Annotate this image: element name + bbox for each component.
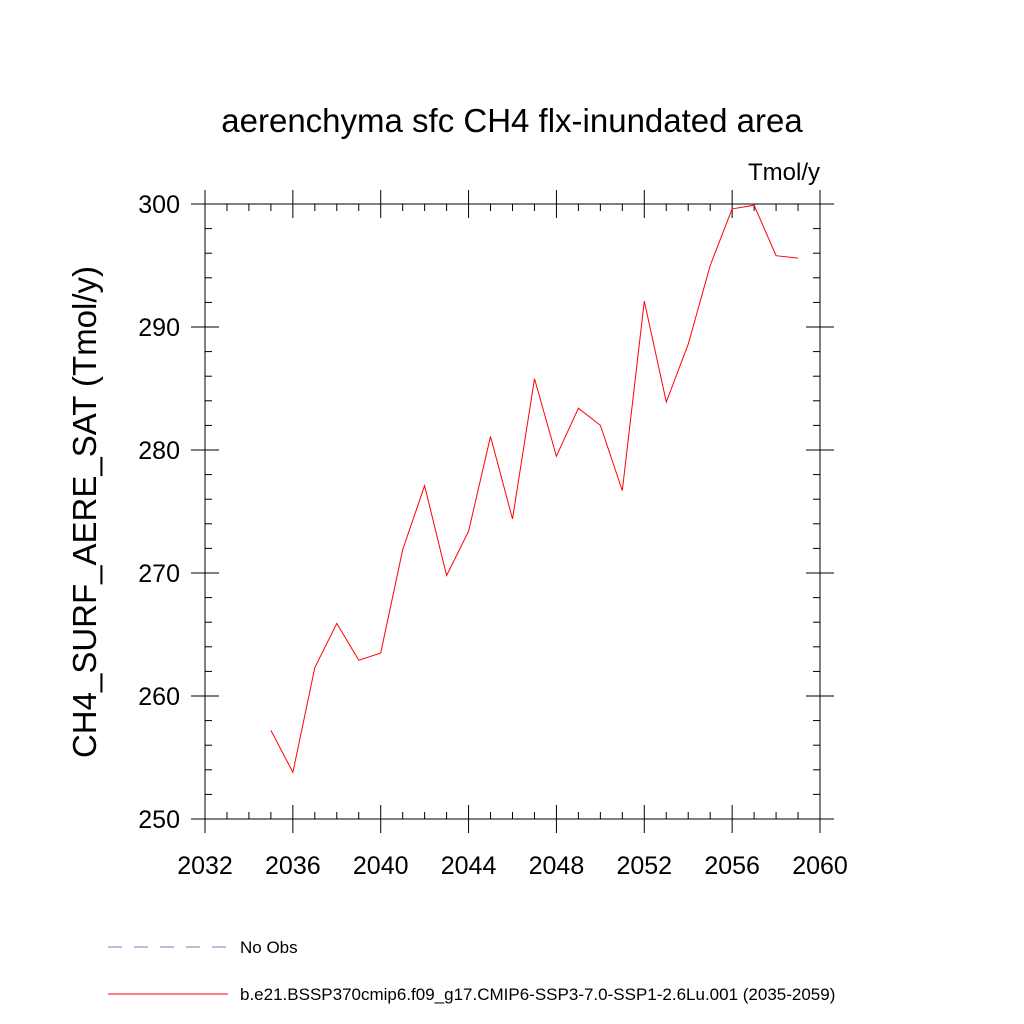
units-label: Tmol/y — [748, 159, 820, 186]
x-tick-label: 2044 — [441, 852, 497, 880]
x-tick-label: 2036 — [265, 852, 321, 880]
plot-frame — [204, 203, 821, 820]
legend-label: No Obs — [240, 938, 298, 957]
x-tick-label: 2060 — [792, 852, 848, 880]
y-tick-label: 280 — [138, 437, 180, 465]
x-tick-label: 2056 — [704, 852, 760, 880]
x-tick-label: 2052 — [616, 852, 672, 880]
x-tick-label: 2040 — [353, 852, 409, 880]
x-tick-label: 2032 — [177, 852, 233, 880]
series-line — [270, 204, 799, 774]
legend-label: b.e21.BSSP370cmip6.f09_g17.CMIP6-SSP3-7.… — [240, 985, 835, 1004]
y-tick-label: 270 — [138, 560, 180, 588]
y-tick-label: 250 — [138, 806, 180, 834]
y-tick-label: 260 — [138, 683, 180, 711]
y-tick-label: 290 — [138, 314, 180, 342]
y-axis-label: CH4_SURF_AERE_SAT (Tmol/y) — [66, 266, 103, 758]
chart-title: aerenchyma sfc CH4 flx-inundated area — [221, 102, 803, 139]
x-tick-label: 2048 — [529, 852, 585, 880]
series-group — [270, 204, 799, 774]
axis-ticks — [191, 190, 834, 833]
legend: No Obs b.e21.BSSP370cmip6.f09_g17.CMIP6-S… — [108, 938, 835, 1004]
y-tick-label: 300 — [138, 191, 180, 219]
axis-tick-labels: 2032 2036 2040 2044 2048 2052 2056 2060 250 260 27… — [138, 191, 848, 880]
